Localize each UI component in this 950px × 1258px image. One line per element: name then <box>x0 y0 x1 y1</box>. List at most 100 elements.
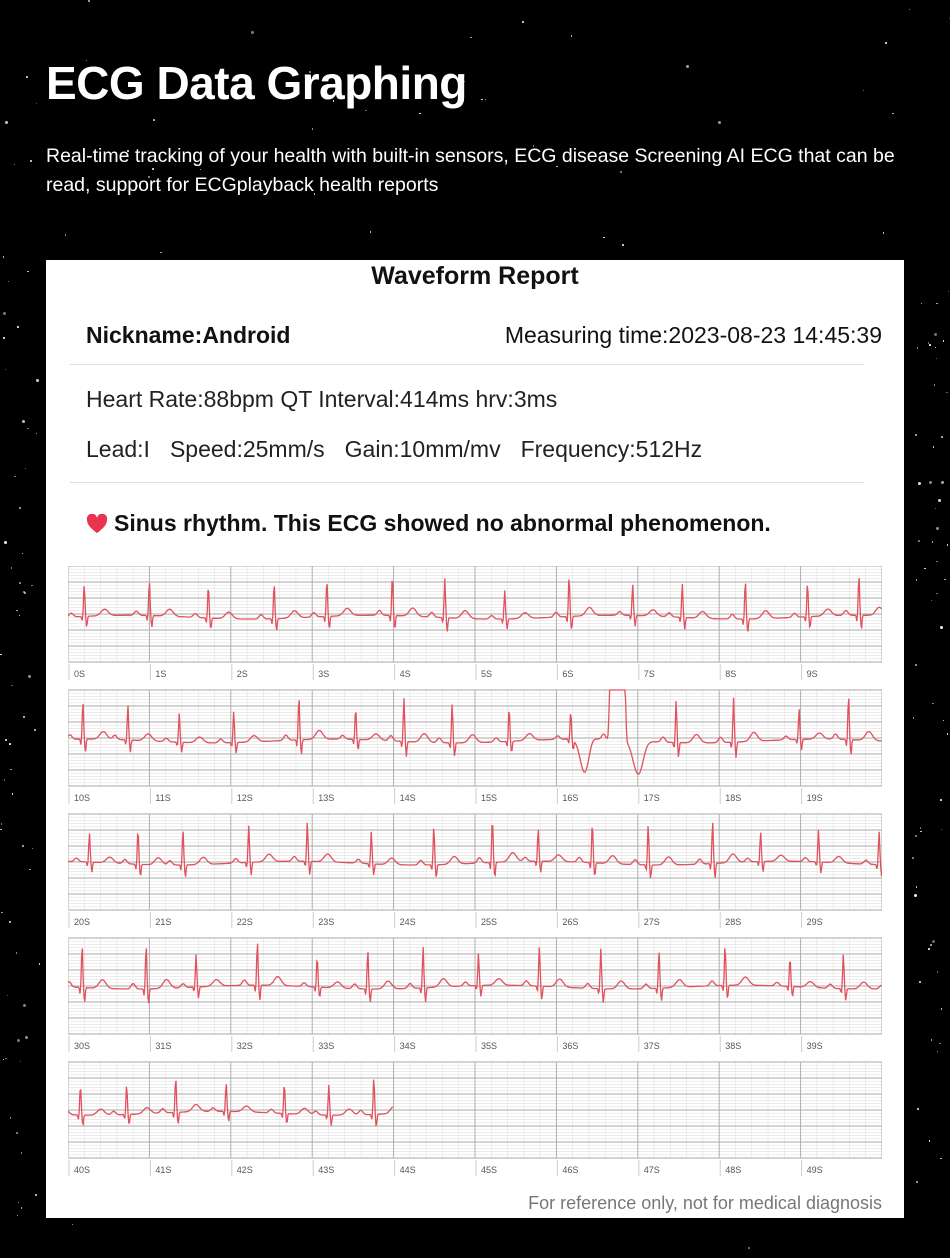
star <box>38 963 41 965</box>
tick-label: 2S <box>237 669 248 679</box>
star <box>936 971 939 973</box>
tick-label: 11S <box>155 793 170 803</box>
star <box>936 592 938 595</box>
star <box>915 835 917 837</box>
star <box>24 592 26 594</box>
star <box>931 541 934 543</box>
tick-label: 28S <box>725 917 741 927</box>
tick-label: 1S <box>155 669 166 679</box>
nickname: Nickname:Android <box>86 322 291 348</box>
star <box>622 244 624 246</box>
tick-label: 29S <box>807 917 823 927</box>
diagnosis-text: Sinus rhythm. This ECG showed no abnorma… <box>114 510 771 536</box>
tick-label: 23S <box>318 917 334 927</box>
star <box>7 280 10 283</box>
star <box>946 733 949 735</box>
star <box>2 1058 5 1061</box>
star <box>9 743 11 745</box>
tick-label: 15S <box>481 793 497 803</box>
star <box>16 609 18 612</box>
tick-label: 17S <box>644 793 660 803</box>
star <box>9 921 11 923</box>
tick-label: 8S <box>725 669 736 679</box>
measuring-time: Measuring time:2023-08-23 14:45:39 <box>504 322 882 348</box>
star <box>0 653 2 656</box>
star <box>927 342 930 344</box>
star <box>0 823 3 825</box>
star <box>31 584 33 587</box>
star <box>463 80 466 83</box>
star <box>24 467 27 470</box>
ecg-strip: 20S 21S 22S 23S 24S 25S 26S 27S 28S 29S <box>68 813 882 928</box>
tick-label: 16S <box>562 793 578 803</box>
star <box>940 828 943 831</box>
star <box>914 893 918 897</box>
tick-label: 24S <box>400 917 416 927</box>
star <box>6 994 9 996</box>
star <box>935 357 938 360</box>
tick-label: 4S <box>400 669 411 679</box>
star <box>916 1181 918 1183</box>
tick-label: 41S <box>155 1165 171 1175</box>
report-title: Waveform Report <box>371 262 579 290</box>
star <box>24 1035 28 1039</box>
tick-label: 3S <box>318 669 329 679</box>
tick-label: 33S <box>318 1041 334 1051</box>
star <box>20 1207 22 1209</box>
star <box>160 251 162 254</box>
star <box>924 567 926 570</box>
star <box>928 948 930 950</box>
star <box>17 1201 20 1204</box>
star <box>934 507 937 510</box>
star <box>71 1223 74 1226</box>
ecg-trace <box>68 943 882 1004</box>
star <box>936 560 938 563</box>
star <box>532 145 535 147</box>
star <box>4 368 7 371</box>
star <box>484 98 487 101</box>
star <box>168 156 172 160</box>
star <box>20 1152 23 1154</box>
star <box>23 716 25 718</box>
tick-label: 49S <box>807 1165 823 1175</box>
star <box>917 1108 919 1110</box>
star <box>10 768 12 771</box>
star <box>942 340 945 342</box>
star <box>940 799 942 801</box>
tick-label: 37S <box>644 1041 660 1051</box>
star <box>912 717 915 719</box>
tick-label: 44S <box>400 1165 416 1175</box>
star <box>919 981 921 983</box>
star <box>15 952 18 954</box>
tick-label: 46S <box>562 1165 578 1175</box>
page-subtitle: Real-time tracking of your health with b… <box>46 145 895 196</box>
tick-label: 35S <box>481 1041 497 1051</box>
star <box>942 719 945 722</box>
star <box>918 540 920 542</box>
star <box>2 256 5 258</box>
frequency: Frequency:512Hz <box>520 436 703 462</box>
page-title: ECG Data Graphing <box>46 57 467 109</box>
star <box>941 436 943 438</box>
ecg-trace <box>68 1079 394 1127</box>
star <box>718 120 722 124</box>
star <box>309 71 311 73</box>
tick-label: 13S <box>318 793 334 803</box>
star <box>1 911 3 914</box>
tick-label: 48S <box>725 1165 741 1175</box>
star <box>947 290 950 293</box>
star <box>35 1194 37 1196</box>
divider <box>70 364 864 365</box>
star <box>930 1039 933 1041</box>
star <box>4 120 8 124</box>
star <box>16 1132 18 1134</box>
star <box>22 419 26 423</box>
star <box>16 1039 20 1042</box>
star <box>928 1140 930 1142</box>
star <box>11 684 13 687</box>
star <box>85 59 88 62</box>
star <box>313 193 316 195</box>
star <box>946 544 949 546</box>
star <box>5 1057 7 1060</box>
star <box>3 337 5 339</box>
